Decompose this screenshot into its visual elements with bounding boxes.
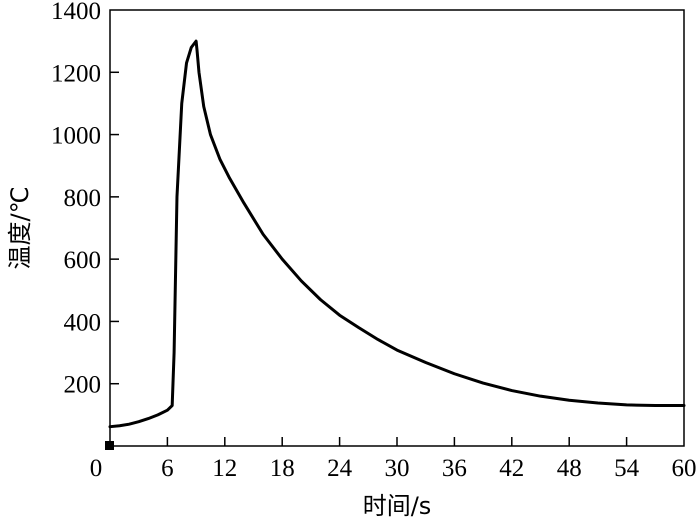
origin-marker <box>105 441 114 450</box>
y-tick-label: 1400 <box>51 0 101 25</box>
y-axis: 200 400 600 800 1000 1200 1400 <box>51 0 119 399</box>
y-tick-label: 1000 <box>51 123 101 150</box>
x-axis: 0 6 12 18 24 30 36 42 48 54 60 <box>90 437 697 482</box>
x-tick-label: 0 <box>90 455 103 482</box>
x-tick-label: 48 <box>557 455 582 482</box>
x-tick-label: 54 <box>614 455 640 482</box>
y-axis-title: 温度/℃ <box>6 186 34 269</box>
x-tick-label: 60 <box>672 455 697 482</box>
x-tick-label: 6 <box>161 455 174 482</box>
x-tick-label: 24 <box>327 455 353 482</box>
y-tick-label: 400 <box>64 309 102 336</box>
y-tick-label: 200 <box>64 372 102 399</box>
y-tick-label: 800 <box>64 185 102 212</box>
series-line <box>108 39 686 429</box>
x-tick-label: 12 <box>212 455 237 482</box>
plot-frame <box>109 9 685 447</box>
x-tick-label: 18 <box>270 455 295 482</box>
plot-border <box>109 9 685 447</box>
x-axis-title: 时间/s <box>363 492 432 520</box>
x-tick-label: 42 <box>499 455 524 482</box>
y-tick-label: 600 <box>64 247 102 274</box>
y-tick-label: 1200 <box>51 60 101 87</box>
x-tick-label: 36 <box>442 455 467 482</box>
x-tick-label: 30 <box>385 455 410 482</box>
